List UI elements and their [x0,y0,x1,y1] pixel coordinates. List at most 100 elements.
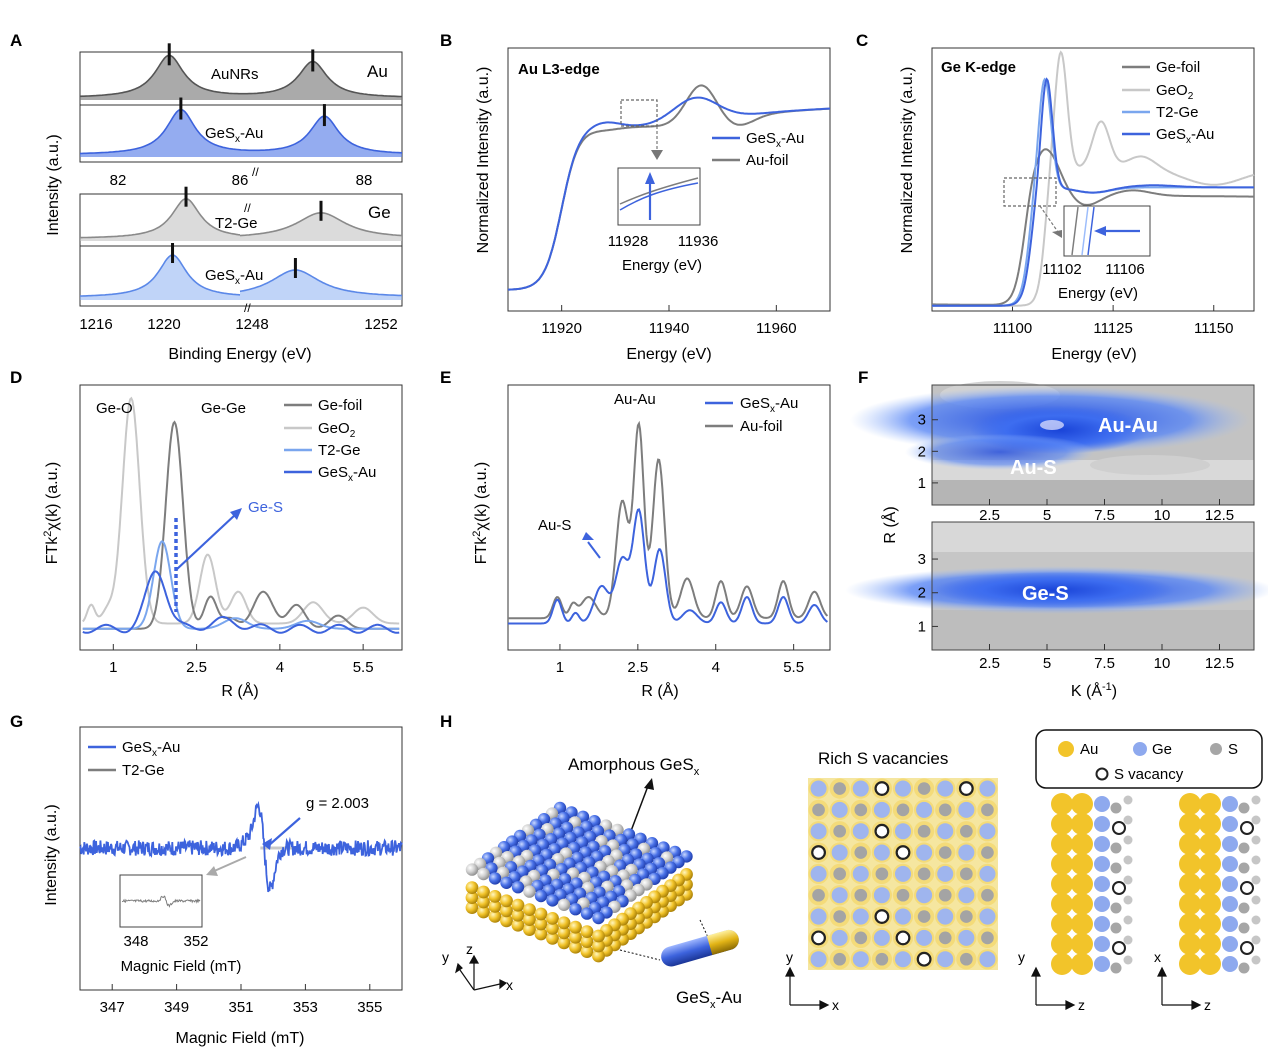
f-top-ytick-label-1: 1 [918,475,926,492]
e-tick-label-2: 2.5 [627,659,648,676]
e-curves [508,420,829,625]
h-side-s-vacancy [1112,881,1126,895]
g-g-value-arrowhead [262,838,272,850]
f-top-ytick-label-3: 3 [918,412,926,429]
h-slab-au-atom [546,912,559,925]
a-au-tick-3: 88 [356,172,373,189]
h-side-au [1199,853,1221,875]
panel-e-au-exafs: E FTk2χ(k) (a.u.) 1 2.5 4 5.5 Au-Au Au-S Ge… [440,368,831,700]
f-bottom-xtick-label-3: 7.5 [1094,655,1115,672]
h-top-s [875,867,889,881]
h-slab-au-atom [569,940,582,954]
g-inset-xlabel: Magnic Field (mT) [121,958,242,975]
h-side-s [1238,962,1250,974]
h-axis3d-z: z [466,941,473,957]
h-top-ge [894,780,912,797]
h-slab-au-atom [477,895,490,909]
g-inset-tick-2: 352 [183,933,208,950]
h-side-au [1199,873,1221,895]
g-tick-label-4: 353 [293,999,318,1016]
d-ge-s-arrowhead [230,508,242,520]
h-side-s [1110,862,1122,874]
f-ylabel: R (Å) [880,506,899,543]
panel-label-g: G [10,712,23,731]
h-side-au [1179,813,1201,835]
d-curve-gesx-au [82,570,400,634]
e-legend-2: Au-foil [740,418,783,435]
h-slab-s-atom [557,898,571,911]
h-legend-dot-ge [1133,742,1147,756]
h-side-s [1123,875,1133,885]
h-top-s [833,910,847,923]
h-top-s [833,782,847,795]
h-side-view-1 [1051,793,1133,975]
b-curve-gesx-au [508,96,830,291]
e-frame [507,384,831,651]
a-ge-curves [79,186,403,300]
h-slab-au-atom [534,907,548,921]
e-legend-1: GeSx-Au [740,395,798,415]
g-annotation: g = 2.003 [306,795,369,812]
f-annot-au-s: Au-S [1010,457,1057,479]
h-side-s [1123,795,1133,805]
a-ge-gesx-au-area-right [240,270,402,300]
h-side-s [1251,835,1261,845]
h-top-ge [810,865,827,882]
h-side-au [1179,953,1201,975]
d-ylabel: FTk2χ(k) (a.u.) [42,462,61,565]
h-slab-ge-atom [511,881,525,894]
h-top-s-vacancy [958,781,974,796]
h-side-au [1071,853,1093,875]
f-xlabel: K (Å-1) [1071,681,1117,700]
h-top-ge [894,865,912,882]
h-top-s [812,888,825,902]
h-slab-ge-atom [546,894,559,907]
h-side-au [1051,913,1073,935]
h-side-au [1051,793,1073,815]
h-top-ge [873,844,890,861]
f-bottom-xtick-label-5: 12.5 [1205,655,1234,672]
h-side-ge [1222,796,1238,812]
h-side-au [1071,813,1093,835]
e-tick-label-3: 4 [712,659,720,676]
h-side-s [1251,915,1261,925]
h-axis-side1-y: y [1018,949,1025,965]
b-curves [508,84,831,291]
a-ge-tick-1: 1216 [79,316,112,333]
h-side-s [1238,842,1250,854]
h-top-s [960,867,973,881]
h-top-ge [831,929,848,946]
d-tick-label-1: 1 [109,659,117,676]
h-slab-au-atom [511,898,525,912]
g-tick-label-5: 355 [357,999,382,1016]
h-top-s-vacancy [895,930,911,946]
h-slab-au-atom [534,917,548,931]
h-side-s [1238,922,1250,934]
e-au-s-arrowhead [582,532,594,540]
h-slab-au-atom [569,920,582,934]
g-inset-curve [121,895,201,908]
h-side-s-vacancy [1240,941,1254,955]
h-slab-ge-atom [592,911,605,925]
c-inset-arrowhead [1094,226,1106,236]
h-top-ge [852,951,869,968]
d-tick-label-3: 4 [276,659,284,676]
panel-label-c: C [856,31,868,50]
c-zoom-arrow [1039,205,1059,233]
h-slab-au-atom [580,945,594,958]
f-top-xtick-label-5: 12.5 [1205,507,1234,524]
h-top-ge [810,951,827,968]
c-inset-line-gesx-au [1087,206,1095,256]
h-amorphous-label: Amorphous GeSx [568,755,700,778]
d-annot-ge-ge: Ge-Ge [201,400,246,417]
h-slab-s-atom [523,885,536,898]
panel-c-ge-xanes: C Normalized Intensity (a.u.) Ge K-edge … [856,31,1255,363]
h-axis-side2-x: x [1154,949,1161,965]
h-slab-au-atom [534,927,548,941]
f-ticks: 2.5 2.5 5 5 7.5 7.5 10 10 12.5 12.5 1 1 2 2 3 3 [918,412,1234,672]
panel-b-au-xanes: B Normalized Intensity (a.u.) Au L3-edge… [440,31,831,363]
d-annot-ge-s: Ge-S [248,499,283,516]
a-au-aunrs-area [80,55,402,100]
h-slab-s-atom [477,867,490,881]
h-slab-au-atom [465,891,479,904]
